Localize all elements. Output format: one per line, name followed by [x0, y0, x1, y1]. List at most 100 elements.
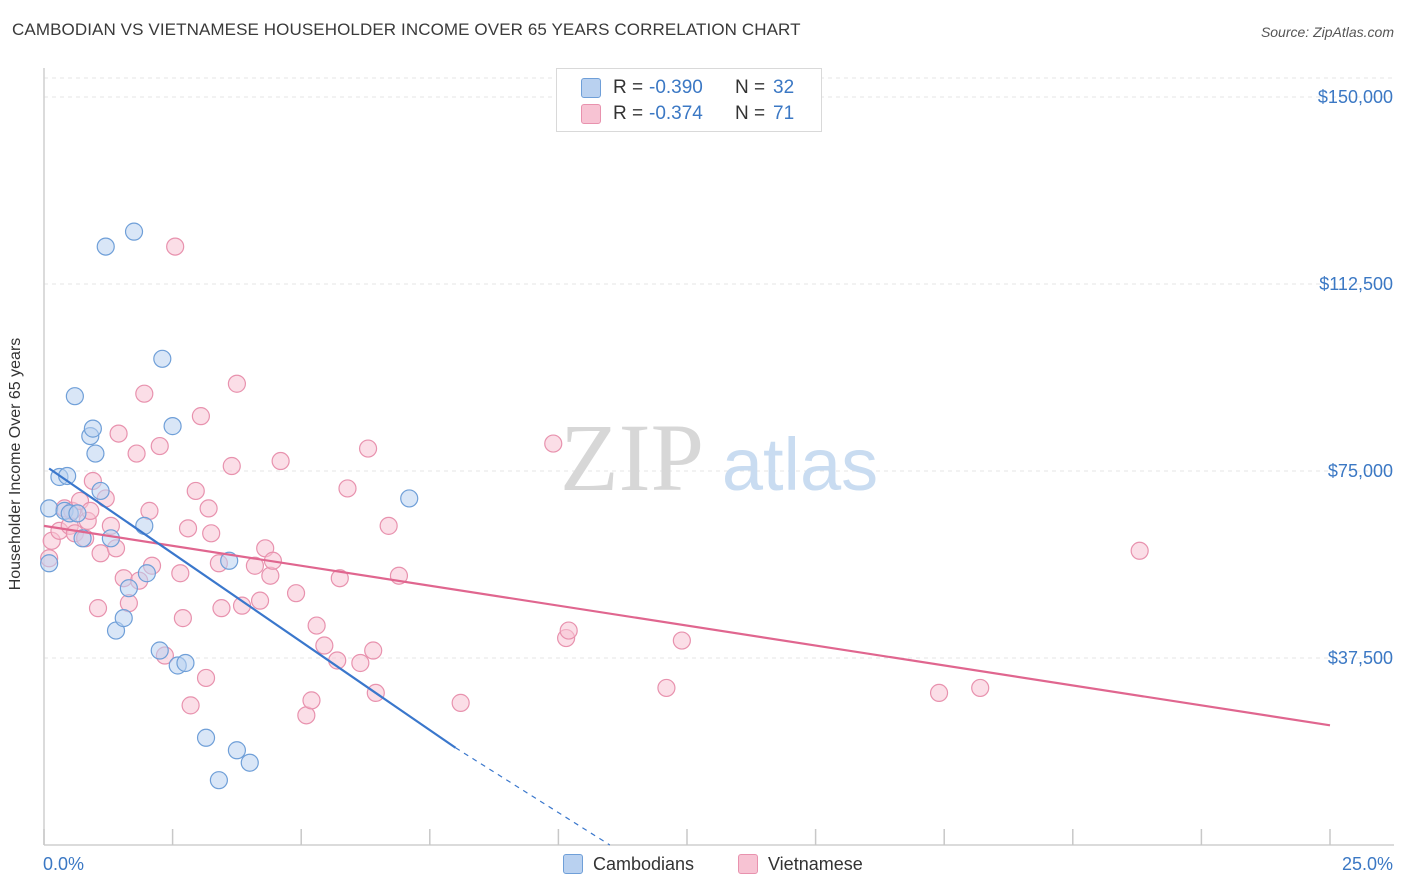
vietnamese-point — [1130, 541, 1149, 560]
cambodians-point — [68, 504, 87, 523]
r-value: -0.390 — [649, 77, 703, 98]
vietnamese-trend-line — [43, 524, 1331, 727]
x-tick-label: 0.0% — [43, 854, 84, 874]
vietnamese-point — [88, 599, 108, 618]
n-value: 32 — [773, 77, 795, 98]
vietnamese-point — [178, 519, 198, 538]
cambodians-point — [227, 741, 246, 760]
vietnamese-point — [929, 683, 949, 703]
vietnamese-point — [171, 564, 190, 583]
n-label: N = — [735, 77, 766, 98]
cambodians-point — [40, 499, 59, 518]
vietnamese-point — [315, 636, 334, 655]
cambodians-point — [220, 551, 239, 570]
watermark-atlas: atlas — [722, 423, 878, 506]
source-label: Source: ZipAtlas.com — [1260, 24, 1394, 40]
cambodians-point — [114, 609, 133, 628]
vietnamese-point — [364, 641, 383, 660]
cambodians-point — [400, 489, 419, 508]
vietnamese-point — [173, 609, 192, 628]
vietnamese-point — [109, 424, 128, 443]
vietnamese-point — [351, 653, 370, 673]
legend-vietnamese: Vietnamese — [738, 852, 863, 876]
cambodians-point — [40, 554, 59, 573]
cambodians-swatch — [581, 78, 601, 98]
y-tick-label: $112,500 — [1319, 274, 1393, 294]
vietnamese-point — [261, 566, 280, 585]
cambodians-point — [65, 387, 84, 406]
vietnamese-point — [245, 556, 265, 575]
vietnamese-point — [286, 584, 306, 603]
cambodians-point — [135, 516, 154, 535]
vietnamese-point — [150, 436, 169, 456]
vietnamese-point — [330, 569, 349, 588]
vietnamese-point — [186, 481, 205, 501]
stats-row-vietnamese: R = -0.374 N = 71 — [557, 101, 821, 127]
cambodians-point — [176, 653, 195, 673]
cambodians-point — [137, 564, 156, 583]
vietnamese-point — [451, 693, 470, 712]
legend-swatch-cambodians — [563, 854, 583, 874]
watermark-zip: ZIP — [560, 404, 704, 511]
y-tick-label: $37,500 — [1328, 648, 1393, 668]
vietnamese-swatch — [581, 104, 601, 124]
stats-row-cambodians: R = -0.390 N = 32 — [557, 75, 821, 101]
cambodians-point — [150, 641, 169, 660]
r-label: R = — [613, 103, 644, 124]
vietnamese-point — [302, 691, 321, 710]
r-value: -0.374 — [649, 103, 703, 124]
vietnamese-point — [202, 524, 221, 543]
legend-label-vietnamese: Vietnamese — [768, 853, 863, 874]
cambodians-point — [91, 481, 110, 501]
legend-swatch-vietnamese — [738, 854, 758, 874]
vietnamese-point — [379, 516, 398, 535]
cambodians-point — [240, 753, 259, 772]
vietnamese-point — [271, 451, 290, 471]
cambodians-point — [101, 529, 120, 548]
n-value: 71 — [773, 103, 795, 124]
vietnamese-point — [250, 591, 270, 610]
y-tick-label: $150,000 — [1318, 87, 1393, 107]
cambodians-point — [96, 237, 115, 256]
vietnamese-point — [91, 544, 110, 563]
vietnamese-point — [127, 444, 146, 463]
vietnamese-point — [135, 384, 154, 403]
cambodians-point — [124, 222, 144, 241]
vietnamese-point — [544, 434, 563, 453]
legend-cambodians: Cambodians — [563, 852, 694, 876]
legend-label-cambodians: Cambodians — [593, 853, 695, 874]
y-tick-label: $75,000 — [1328, 461, 1393, 481]
vietnamese-point — [307, 616, 326, 635]
vietnamese-point — [196, 668, 216, 688]
vietnamese-point — [191, 407, 210, 426]
vietnamese-point — [657, 678, 676, 698]
vietnamese-point — [166, 237, 185, 256]
vietnamese-point — [181, 696, 200, 715]
x-tick-label: 25.0% — [1342, 854, 1393, 874]
cambodians-point — [209, 771, 228, 790]
vietnamese-point — [212, 599, 231, 618]
cambodians-point — [83, 419, 102, 438]
vietnamese-point — [971, 678, 990, 698]
chart-title: CAMBODIAN VS VIETNAMESE HOUSEHOLDER INCO… — [12, 20, 801, 39]
vietnamese-point — [338, 479, 357, 498]
vietnamese-point — [227, 374, 246, 393]
vietnamese-point — [358, 439, 378, 458]
cambodians-trend-extension — [455, 747, 611, 846]
cambodians-point — [86, 444, 105, 463]
cambodians-trend-line — [48, 467, 457, 749]
cambodians-point — [153, 349, 172, 368]
r-label: R = — [613, 77, 644, 98]
n-label: N = — [735, 103, 766, 124]
stats-box: R = -0.390 N = 32 R = -0.374 N = 71 — [556, 68, 822, 132]
cambodians-point — [196, 728, 216, 747]
cambodians-point — [119, 579, 138, 598]
cambodians-point — [163, 417, 182, 436]
y-axis-label: Householder Income Over 65 years — [7, 337, 24, 591]
vietnamese-point — [199, 499, 218, 518]
cambodians-point — [73, 529, 92, 548]
vietnamese-point — [672, 631, 691, 650]
vietnamese-point — [559, 621, 578, 640]
vietnamese-point — [222, 456, 241, 476]
